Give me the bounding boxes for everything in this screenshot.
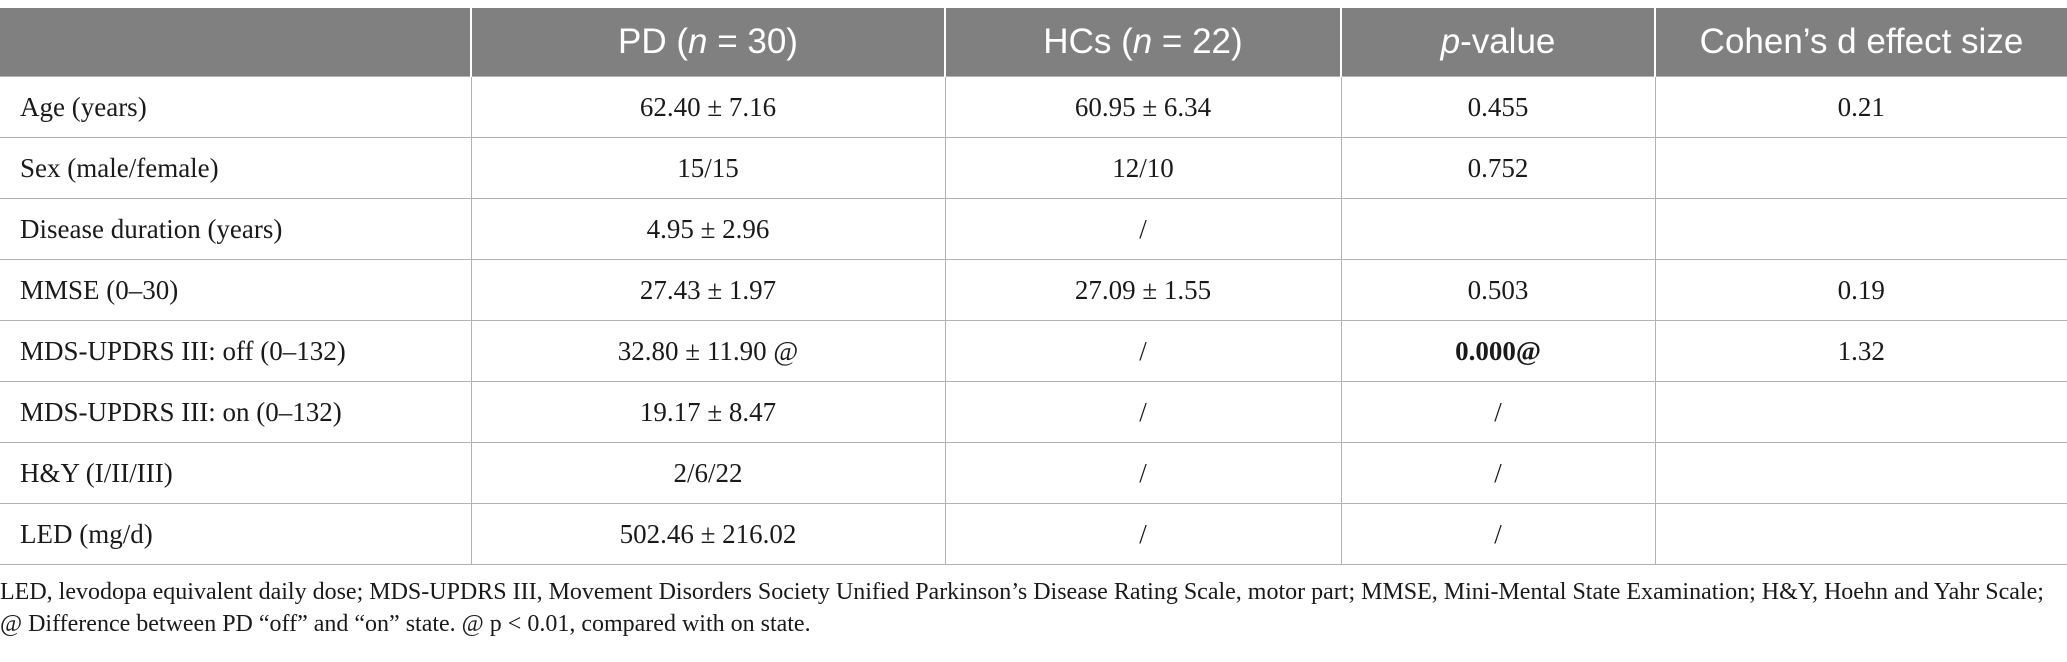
table-row: MDS-UPDRS III: on (0–132) 19.17 ± 8.47 /… xyxy=(0,381,2067,443)
cell-p-value: / xyxy=(1340,381,1656,443)
cell-pd: 62.40 ± 7.16 xyxy=(470,76,946,138)
cell-p-value: 0.455 xyxy=(1340,76,1656,138)
cell-effect-size xyxy=(1654,442,2067,504)
cell-p-value: / xyxy=(1340,442,1656,504)
table-footnote: LED, levodopa equivalent daily dose; MDS… xyxy=(0,579,2044,637)
cell-hc: 27.09 ± 1.55 xyxy=(944,259,1342,321)
header-empty xyxy=(0,8,471,77)
cell-pd: 27.43 ± 1.97 xyxy=(470,259,946,321)
demographics-table: PD (n = 30) HCs (n = 22) p-value Cohen’s… xyxy=(0,8,2067,565)
cell-effect-size xyxy=(1654,137,2067,199)
cell-hc: 12/10 xyxy=(944,137,1342,199)
row-label: Sex (male/female) xyxy=(0,137,472,199)
table-row: LED (mg/d) 502.46 ± 216.02 / / xyxy=(0,503,2067,565)
cell-effect-size: 0.19 xyxy=(1654,259,2067,321)
row-label: MMSE (0–30) xyxy=(0,259,472,321)
header-row: PD (n = 30) HCs (n = 22) p-value Cohen’s… xyxy=(0,8,2067,77)
row-label: MDS-UPDRS III: on (0–132) xyxy=(0,381,472,443)
cell-hc: / xyxy=(944,198,1342,260)
table-row: MDS-UPDRS III: off (0–132) 32.80 ± 11.90… xyxy=(0,320,2067,382)
cell-pd: 502.46 ± 216.02 xyxy=(470,503,946,565)
cell-effect-size xyxy=(1654,198,2067,260)
cell-effect-size: 1.32 xyxy=(1654,320,2067,382)
cell-hc: / xyxy=(944,320,1342,382)
cell-hc: / xyxy=(944,381,1342,443)
table-row: MMSE (0–30) 27.43 ± 1.97 27.09 ± 1.55 0.… xyxy=(0,259,2067,321)
cell-pd: 4.95 ± 2.96 xyxy=(470,198,946,260)
cell-effect-size xyxy=(1654,503,2067,565)
row-label: Disease duration (years) xyxy=(0,198,472,260)
table-row: Disease duration (years) 4.95 ± 2.96 / xyxy=(0,198,2067,260)
table-row: Sex (male/female) 15/15 12/10 0.752 xyxy=(0,137,2067,199)
cell-pd: 15/15 xyxy=(470,137,946,199)
row-label: LED (mg/d) xyxy=(0,503,472,565)
cell-p-value: 0.000@ xyxy=(1340,320,1656,382)
cell-hc: 60.95 ± 6.34 xyxy=(944,76,1342,138)
row-label: MDS-UPDRS III: off (0–132) xyxy=(0,320,472,382)
cell-p-value: 0.503 xyxy=(1340,259,1656,321)
table-row: H&Y (I/II/III) 2/6/22 / / xyxy=(0,442,2067,504)
cell-p-value: / xyxy=(1340,503,1656,565)
cell-pd: 19.17 ± 8.47 xyxy=(470,381,946,443)
row-label: Age (years) xyxy=(0,76,472,138)
cell-p-value: 0.752 xyxy=(1340,137,1656,199)
header-hc: HCs (n = 22) xyxy=(944,8,1341,77)
cell-hc: / xyxy=(944,442,1342,504)
cell-pd: 2/6/22 xyxy=(470,442,946,504)
table-row: Age (years) 62.40 ± 7.16 60.95 ± 6.34 0.… xyxy=(0,76,2067,138)
table-container: PD (n = 30) HCs (n = 22) p-value Cohen’s… xyxy=(0,8,2067,565)
cell-effect-size xyxy=(1654,381,2067,443)
row-label: H&Y (I/II/III) xyxy=(0,442,472,504)
header-pd: PD (n = 30) xyxy=(470,8,945,77)
header-effect-size: Cohen’s d effect size xyxy=(1654,8,2067,77)
cell-pd: 32.80 ± 11.90 @ xyxy=(470,320,946,382)
cell-effect-size: 0.21 xyxy=(1654,76,2067,138)
cell-p-value xyxy=(1340,198,1656,260)
header-p-value: p-value xyxy=(1340,8,1655,77)
cell-hc: / xyxy=(944,503,1342,565)
